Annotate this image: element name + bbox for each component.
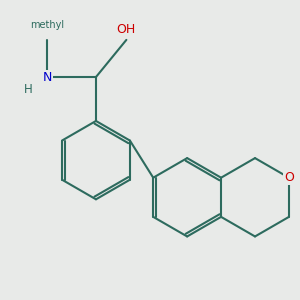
Text: N: N (43, 70, 52, 83)
Text: O: O (284, 171, 294, 184)
Text: OH: OH (117, 23, 136, 36)
Text: methyl: methyl (30, 20, 64, 30)
Text: H: H (24, 83, 33, 96)
